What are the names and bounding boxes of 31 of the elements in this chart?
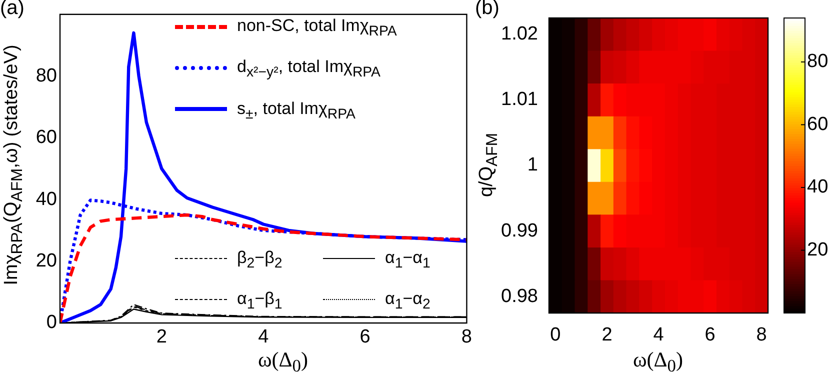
y-tick-label: 1.02 <box>501 24 538 45</box>
x-tick-label: 4 <box>653 324 664 346</box>
x-tick-label: 8 <box>756 324 767 346</box>
x-tick-label: 4 <box>258 326 270 348</box>
color-bar-label: 60 <box>807 114 828 135</box>
y-tick-label: 0.98 <box>501 286 538 307</box>
y-tick-label: 60 <box>36 127 57 148</box>
color-bar-label: 80 <box>807 51 828 72</box>
x-tick-label: 2 <box>602 324 612 346</box>
legend-label: α$_{1}$−α$_{1}$ <box>385 248 430 272</box>
x-axis-title: ω(Δ$_{0}$) <box>258 347 308 377</box>
y-tick-label: 1.01 <box>501 89 538 110</box>
x-tick-label: 6 <box>704 324 716 346</box>
y-tick-label: 80 <box>36 65 57 86</box>
legend-label: α$_{1}$−α$_{2}$ <box>385 289 430 313</box>
y-tick-label: 20 <box>36 250 57 272</box>
legend-label: d$_{x²−y²}$, total Imχ$_{RPA}$ <box>237 57 380 81</box>
color-bar-label: 20 <box>807 239 828 260</box>
y-tick-label: 40 <box>36 188 57 210</box>
legend-label: non-SC, total Imχ$_{RPA}$ <box>237 16 397 40</box>
legend-label: α$_{1}$−β$_{1}$ <box>237 289 282 313</box>
x-tick-label: 6 <box>360 326 370 348</box>
x-tick-label: 8 <box>461 326 472 348</box>
y-tick-label: 1 <box>527 154 538 176</box>
color-bar-label: 40 <box>807 176 828 198</box>
legend-label: s$_{±}$, total Imχ$_{RPA}$ <box>237 98 356 122</box>
y-tick-label: 0.99 <box>501 220 538 242</box>
legend-label: β$_{2}$−β$_{2}$ <box>237 248 282 272</box>
x-axis-title: ω(Δ$_{0}$) <box>632 347 684 377</box>
x-tick-label: 0 <box>550 324 561 346</box>
x-tick-label: 2 <box>156 326 167 348</box>
